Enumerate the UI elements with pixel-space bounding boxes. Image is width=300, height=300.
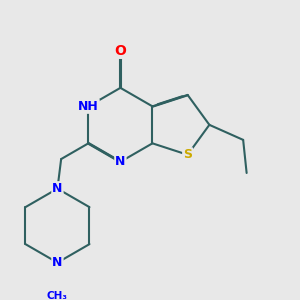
Text: CH₃: CH₃	[47, 291, 68, 300]
Text: N: N	[115, 155, 126, 168]
Text: O: O	[115, 44, 126, 58]
Text: N: N	[52, 182, 63, 195]
Text: NH: NH	[78, 100, 99, 113]
Text: S: S	[183, 148, 192, 161]
Text: N: N	[52, 256, 63, 269]
